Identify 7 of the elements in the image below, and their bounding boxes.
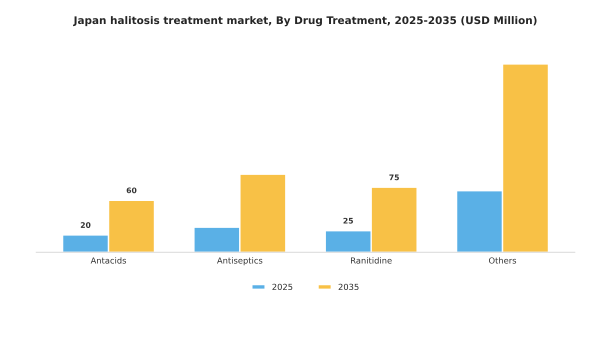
x-tick-label: Antacids bbox=[90, 257, 126, 264]
chart-title: Japan halitosis treatment market, By Drug Treatment, 2025-2035 (USD Million) bbox=[73, 16, 537, 26]
x-tick-label: Antiseptics bbox=[217, 257, 262, 266]
legend-label: 2035 bbox=[338, 284, 359, 290]
x-tick-label: Others bbox=[488, 257, 516, 264]
x-tick-label: Ranitidine bbox=[351, 257, 392, 264]
legend-label: 2025 bbox=[272, 284, 292, 290]
